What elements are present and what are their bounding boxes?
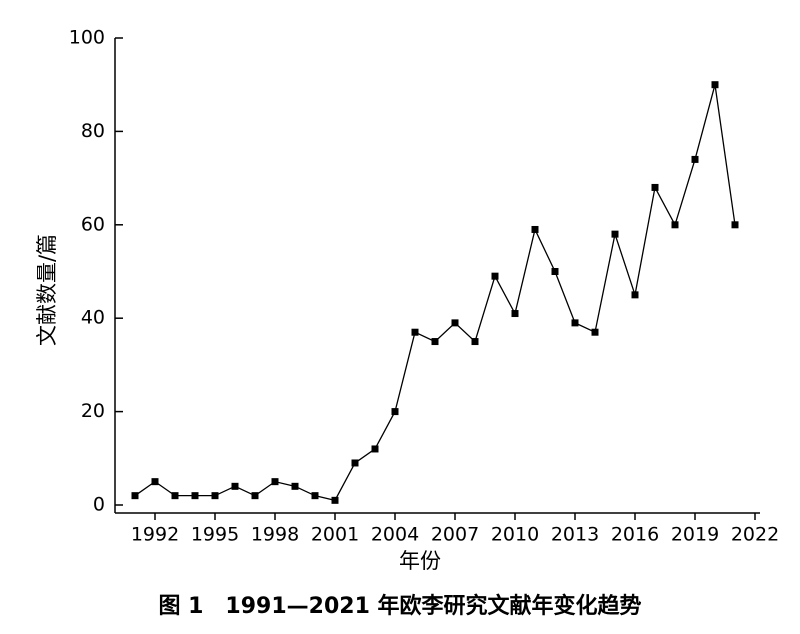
x-tick-label: 2010 [491,524,539,546]
marker [271,478,279,486]
y-tick-label: 20 [81,400,105,422]
y-axis-label: 文献数量/篇 [35,234,59,346]
marker [531,225,539,233]
line [134,84,736,502]
marker [151,478,159,486]
y-tick-label: 40 [81,307,105,329]
marker [131,492,139,500]
x-tick-label: 2022 [731,524,779,546]
x-axis-label: 年份 [399,549,441,573]
y-tick-label: 80 [81,120,105,142]
marker [731,221,739,229]
marker [391,408,399,416]
marker [351,459,359,467]
marker [631,291,639,299]
marker [451,319,459,327]
marker [651,183,659,191]
marker [331,496,339,504]
marker [251,492,259,500]
x-tick-label: 1995 [191,524,239,546]
marker [471,338,479,346]
x-tick-label: 2019 [671,524,719,546]
marker [671,221,679,229]
marker [591,328,599,336]
marker [311,492,319,500]
marker [611,230,619,238]
marker [551,268,559,275]
marker [691,155,699,163]
x-tick-label: 2007 [431,524,479,546]
x-tick-label: 1992 [131,524,179,546]
marker [191,492,199,500]
x-tick-label: 2016 [611,524,659,546]
caption: 图 1 1991—2021 年欧李研究文献年变化趋势 [158,593,641,619]
marker [211,492,219,500]
marker [711,81,719,89]
marker [431,338,439,346]
y-tick-label: 0 [93,494,105,516]
marker [491,272,499,280]
marker [411,328,419,336]
x-tick-label: 1998 [251,524,299,546]
marker [511,310,519,318]
marker [371,445,379,453]
marker [171,492,179,500]
x-tick-label: 2001 [311,524,359,546]
y-tick-label: 100 [69,27,105,49]
x-tick-label: 2004 [371,524,419,546]
marker [291,482,299,490]
marker [231,482,239,490]
y-tick-label: 60 [81,213,105,235]
marker [571,319,579,327]
x-tick-label: 2013 [551,524,599,546]
